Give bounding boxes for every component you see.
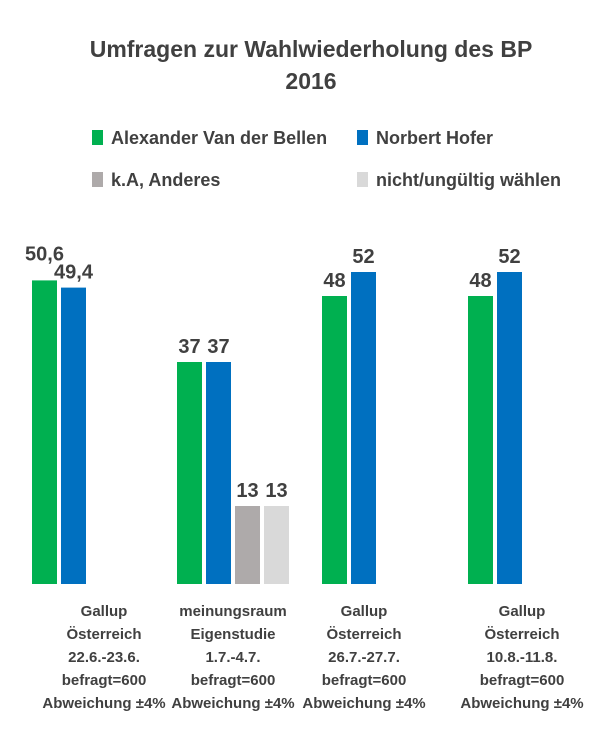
category-label-line: Österreich <box>326 626 401 643</box>
data-label: 37 <box>207 336 229 358</box>
bar <box>322 296 347 584</box>
bar <box>264 506 289 584</box>
category-label-line: Gallup <box>499 603 546 620</box>
bar <box>497 272 522 584</box>
data-label: 52 <box>352 246 374 268</box>
chart-title: Umfragen zur Wahlwiederholung des BP 2016 <box>90 36 533 94</box>
bar <box>351 272 376 584</box>
category-label-line: 1.7.-4.7. <box>205 649 260 666</box>
bar <box>235 506 260 584</box>
bar <box>32 280 57 584</box>
category-labels: Gallup Österreich 22.6.-23.6. befragt=600 Ab… <box>42 603 583 712</box>
legend-label: Alexander Van der Bellen <box>111 128 327 148</box>
legend-swatch <box>357 172 368 187</box>
legend-swatch <box>92 172 103 187</box>
category-label-line: befragt=600 <box>191 672 276 689</box>
chart-title-line: 2016 <box>285 68 336 94</box>
data-labels: 50,649,4 37 37 13 13 48 52 48 52 <box>25 243 521 502</box>
category-label-line: 26.7.-27.7. <box>328 649 400 666</box>
category-label-line: Abweichung ±4% <box>171 695 294 712</box>
legend-swatch <box>92 130 103 145</box>
category-label-line: Abweichung ±4% <box>302 695 425 712</box>
legend-label: k.A, Anderes <box>111 170 220 190</box>
chart-title-line: Umfragen zur Wahlwiederholung des BP <box>90 36 533 62</box>
data-label: 52 <box>498 246 520 268</box>
category-label-line: Gallup <box>81 603 128 620</box>
bar <box>206 362 231 584</box>
data-label: 13 <box>265 480 287 502</box>
category-label-line: befragt=600 <box>322 672 407 689</box>
data-label: 50,6 <box>25 243 64 265</box>
bar <box>61 287 86 584</box>
category-label-line: 22.6.-23.6. <box>68 649 140 666</box>
bar <box>468 296 493 584</box>
legend-label: Norbert Hofer <box>376 128 493 148</box>
category-label-line: Eigenstudie <box>190 626 275 643</box>
category-label-line: meinungsraum <box>179 603 287 620</box>
category-label-line: Österreich <box>66 626 141 643</box>
legend-swatch <box>357 130 368 145</box>
legend-label: nicht/ungültig wählen <box>376 170 561 190</box>
category-label-line: Österreich <box>484 626 559 643</box>
category-label-line: Abweichung ±4% <box>460 695 583 712</box>
bars <box>32 272 522 584</box>
legend: Alexander Van der Bellen Norbert Hofer k.A… <box>92 128 561 190</box>
data-label: 13 <box>236 480 258 502</box>
category-label-line: befragt=600 <box>480 672 565 689</box>
category-label-line: Abweichung ±4% <box>42 695 165 712</box>
data-label: 37 <box>178 336 200 358</box>
category-label-line: Gallup <box>341 603 388 620</box>
data-label: 48 <box>323 270 345 292</box>
category-label-line: befragt=600 <box>62 672 147 689</box>
data-label: 48 <box>469 270 491 292</box>
category-label-line: 10.8.-11.8. <box>487 649 558 666</box>
data-label: 49,4 <box>54 262 94 284</box>
bar <box>177 362 202 584</box>
